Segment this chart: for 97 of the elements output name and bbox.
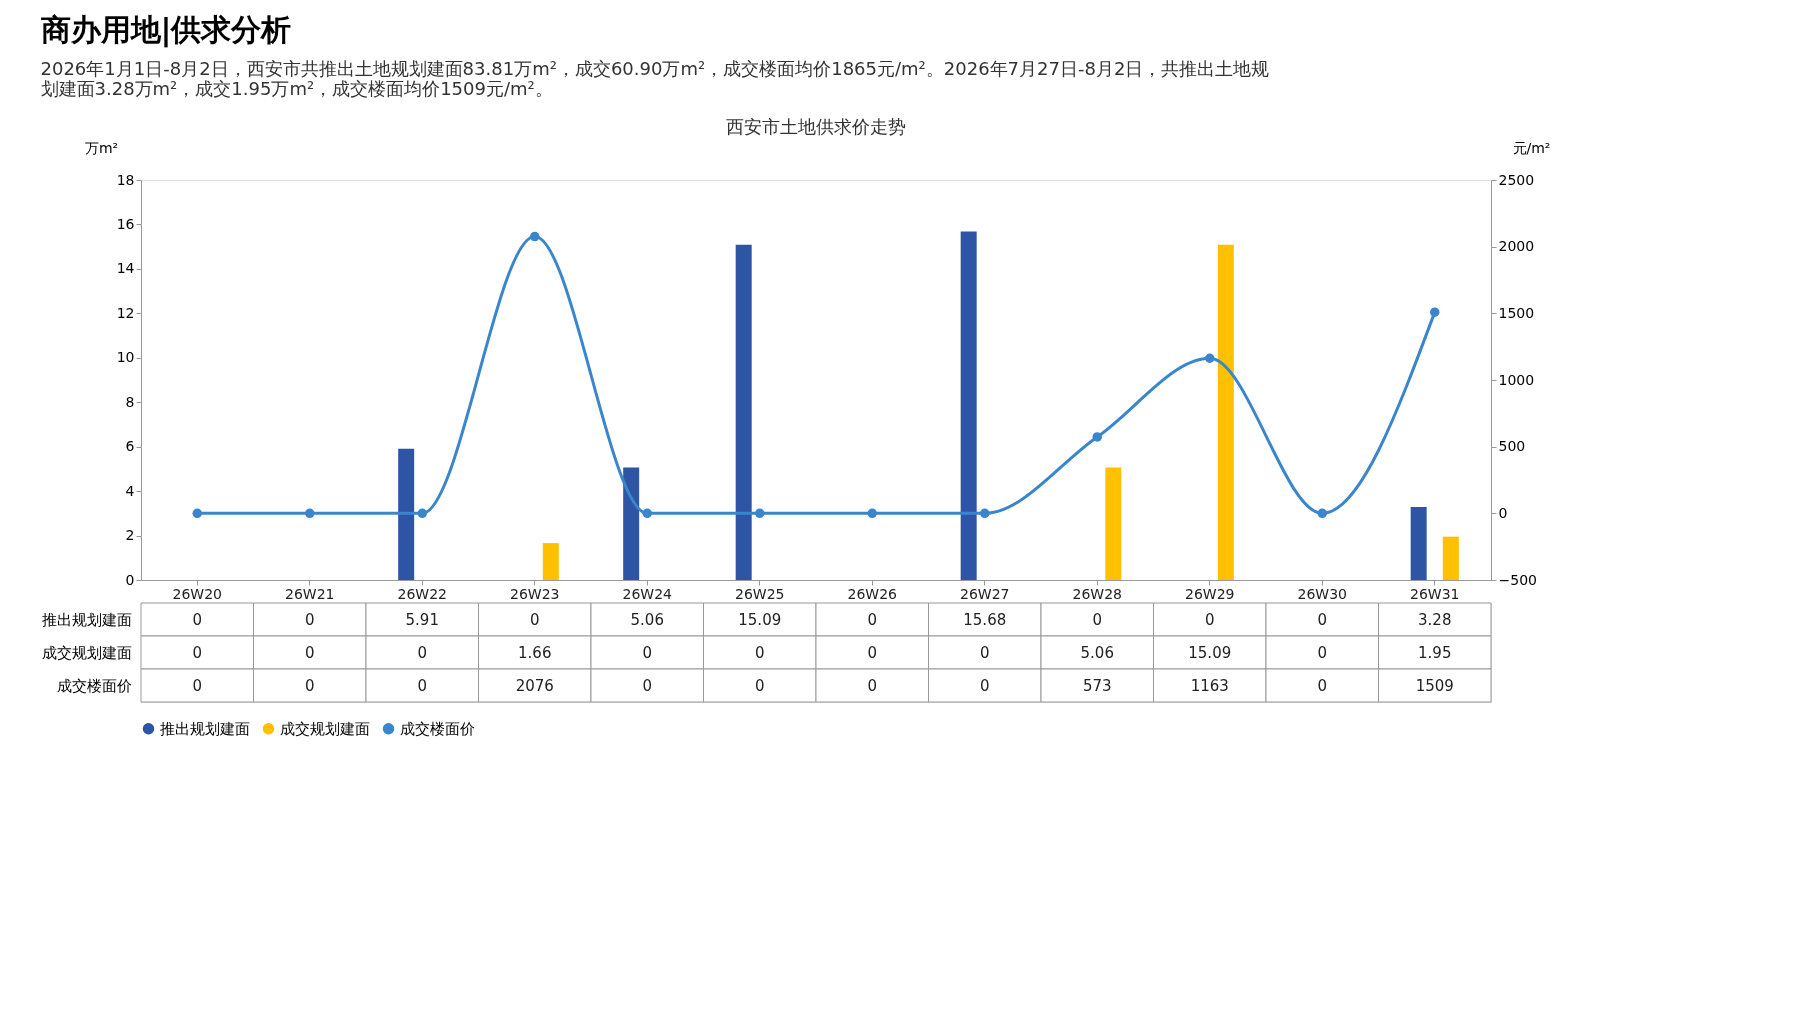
- point: [1317, 508, 1327, 519]
- data-label: 0: [867, 610, 878, 629]
- data-label: 5.91: [405, 610, 439, 629]
- data-label: 0: [642, 676, 653, 695]
- bar: [1105, 467, 1122, 580]
- y-tick-label: 12: [116, 304, 135, 321]
- text: 成交规划建面: [41, 643, 132, 662]
- x-tick-label: 26W20: [172, 585, 222, 602]
- y2-tick-label: −500: [1498, 571, 1537, 588]
- y-tick-label: 2: [125, 527, 135, 544]
- point: [755, 508, 765, 519]
- x-tick-label: 26W26: [847, 585, 898, 602]
- data-label: 0: [867, 676, 878, 695]
- data-label: 0: [417, 676, 428, 695]
- data-label: 1509: [1415, 676, 1454, 695]
- point: [305, 508, 315, 519]
- y2-tick-label: 2000: [1498, 238, 1535, 255]
- point: [980, 508, 990, 519]
- x-tick-label: 26W30: [1297, 585, 1347, 602]
- data-label: 2076: [515, 676, 554, 695]
- point: [642, 508, 652, 519]
- legend-label: 推出规划建面: [160, 719, 250, 738]
- y-tick-label: 4: [125, 482, 135, 499]
- bar: [1217, 244, 1234, 580]
- data-label: 0: [529, 610, 540, 629]
- y2-axis-title: 元/m²: [1512, 139, 1551, 156]
- data-label: 0: [1317, 610, 1328, 629]
- y-tick-label: 16: [116, 215, 135, 232]
- y-tick-label: 18: [116, 171, 135, 188]
- data-label: 1.95: [1418, 643, 1452, 662]
- data-label: 15.68: [963, 610, 1007, 629]
- y2-tick-label: 1500: [1498, 304, 1535, 321]
- legend-label: 成交楼面价: [400, 719, 475, 738]
- data-label: 0: [192, 610, 203, 629]
- y-tick-label: 10: [116, 349, 135, 366]
- y-tick-label: 14: [116, 260, 135, 277]
- bar: [735, 244, 752, 580]
- data-label: 0: [192, 643, 203, 662]
- bar: [1410, 507, 1427, 580]
- bar: [623, 467, 640, 580]
- x-tick-label: 26W22: [397, 585, 447, 602]
- x-tick-label: 26W23: [510, 585, 560, 602]
- bar: [398, 448, 415, 580]
- data-label: 3.28: [1418, 610, 1452, 629]
- point: [417, 508, 427, 519]
- x-tick-label: 26W28: [1072, 585, 1122, 602]
- data-label: 0: [754, 643, 765, 662]
- data-label: 5.06: [1080, 643, 1114, 662]
- data-label: 0: [304, 643, 315, 662]
- y2-tick-label: 2500: [1498, 171, 1535, 188]
- point: [1430, 307, 1440, 317]
- chart-subtitle: 2026年1月1日-8月2日，西安市共推出土地规划建面83.81万m²，成交60.90万m²，成交楼面均价1865元/m²。2026年7月27日-8月2日，共推出土地规划建面3.28万m²，成交1.95万m²，成交楼面均价1509元/m²。: [40, 57, 1270, 99]
- x-tick-label: 26W21: [285, 585, 335, 602]
- data-label: 15.09: [1188, 643, 1232, 662]
- x-tick-label: 26W25: [735, 585, 785, 602]
- data-label: 1.66: [518, 643, 552, 662]
- data-label: 1163: [1190, 676, 1229, 695]
- y2-tick-label: 500: [1498, 438, 1526, 455]
- data-label: 0: [304, 610, 315, 629]
- y2-tick-label: 0: [1498, 504, 1508, 521]
- x-tick-label: 26W27: [960, 585, 1010, 602]
- y-axis-title: 万m²: [84, 139, 119, 156]
- data-label: 0: [304, 676, 315, 695]
- data-label: 0: [1317, 643, 1328, 662]
- data-label: 0: [1204, 610, 1215, 629]
- data-label: 5.06: [630, 610, 664, 629]
- data-label: 0: [1317, 676, 1328, 695]
- data-label: 0: [754, 676, 765, 695]
- x-tick-label: 26W29: [1185, 585, 1235, 602]
- y-tick-label: 6: [125, 438, 135, 455]
- text: 西安市土地供求价走势: [726, 116, 906, 137]
- data-label: 573: [1082, 676, 1112, 695]
- point: [1092, 432, 1102, 442]
- point: [192, 508, 202, 519]
- data-label: 0: [417, 643, 428, 662]
- text: 推出规划建面: [41, 610, 132, 629]
- y-tick-label: 8: [125, 393, 135, 410]
- data-label: 0: [867, 643, 878, 662]
- chart-title: 商办用地|供求分析: [40, 11, 292, 48]
- data-label: 0: [1092, 610, 1103, 629]
- data-label: 0: [192, 676, 203, 695]
- data-label: 15.09: [738, 610, 782, 629]
- legend-label: 成交规划建面: [280, 719, 370, 738]
- x-tick-label: 26W24: [622, 585, 673, 602]
- y-tick-label: 0: [125, 571, 135, 588]
- point: [867, 508, 877, 519]
- bar: [960, 231, 977, 580]
- bar: [542, 543, 559, 580]
- data-label: 0: [979, 643, 990, 662]
- point: [1205, 353, 1215, 363]
- point: [530, 231, 540, 242]
- text: 成交楼面价: [56, 676, 132, 695]
- x-tick-label: 26W31: [1410, 585, 1460, 602]
- y2-tick-label: 1000: [1498, 371, 1535, 388]
- data-label: 0: [979, 676, 990, 695]
- data-label: 0: [642, 643, 653, 662]
- bar: [1442, 536, 1459, 580]
